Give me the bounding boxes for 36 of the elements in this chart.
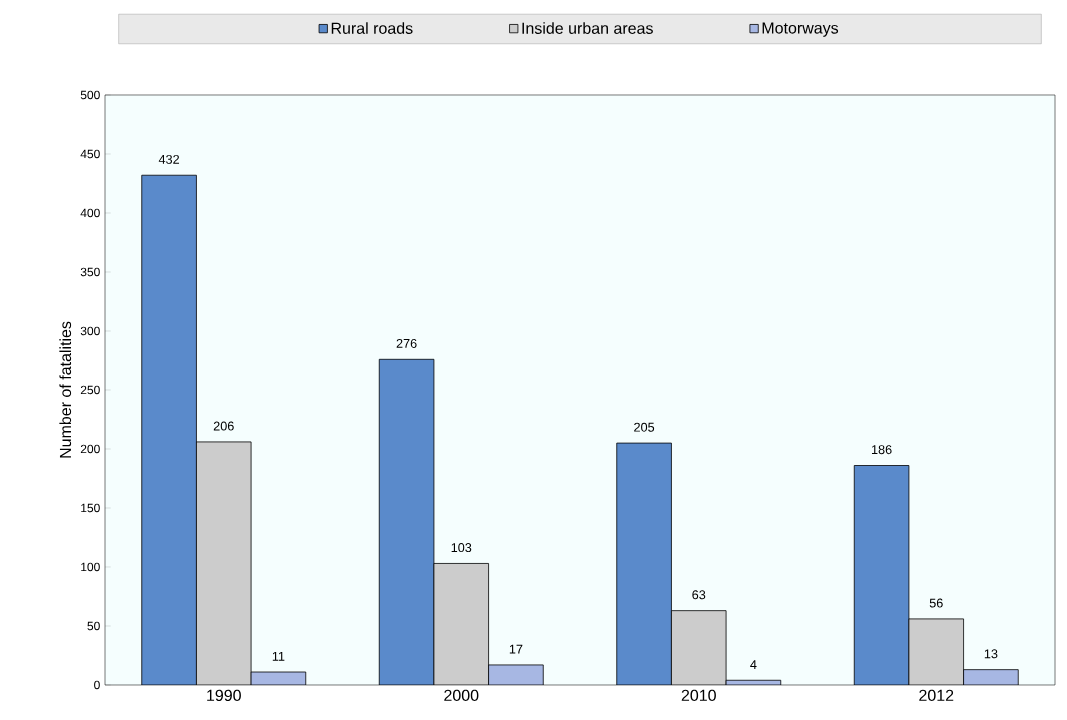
data-label: 432 — [158, 154, 180, 164]
x-tick-label: 2010 — [681, 689, 716, 702]
y-axis-title: Number of fatalities — [59, 321, 72, 458]
y-tick-label: 0 — [94, 680, 100, 690]
legend-label: Motorways — [762, 22, 839, 37]
bar — [963, 669, 1019, 685]
data-label: 206 — [213, 421, 234, 431]
data-label: 205 — [634, 422, 655, 432]
bar — [671, 610, 727, 685]
y-tick-label: 450 — [80, 149, 100, 159]
data-label: 63 — [692, 590, 706, 600]
data-label: 11 — [272, 651, 285, 661]
y-tick-label: 400 — [80, 208, 100, 218]
data-label: 56 — [929, 598, 943, 608]
data-label: 13 — [984, 649, 998, 659]
data-label: 186 — [871, 445, 892, 455]
y-tick-label: 50 — [87, 621, 100, 631]
legend-label: Inside urban areas — [522, 22, 653, 34]
data-label: 17 — [509, 644, 523, 654]
bar — [196, 441, 252, 685]
y-tick-label: 300 — [80, 326, 100, 336]
x-tick-label: 2000 — [444, 689, 479, 702]
y-tick-label: 250 — [80, 385, 100, 395]
y-tick-label: 500 — [80, 90, 100, 100]
bar — [433, 563, 489, 685]
data-label: 4 — [750, 660, 757, 669]
bar — [908, 618, 964, 685]
x-tick-label: 1990 — [207, 689, 241, 702]
data-label: 103 — [451, 543, 472, 553]
y-tick-label: 100 — [81, 562, 100, 572]
y-tick-label: 350 — [80, 267, 100, 277]
data-label: 276 — [396, 338, 417, 348]
x-tick-label: 2012 — [919, 689, 954, 702]
legend-label: Rural roads — [331, 22, 413, 34]
y-tick-label: 200 — [80, 444, 100, 454]
y-tick-label: 150 — [81, 503, 100, 513]
